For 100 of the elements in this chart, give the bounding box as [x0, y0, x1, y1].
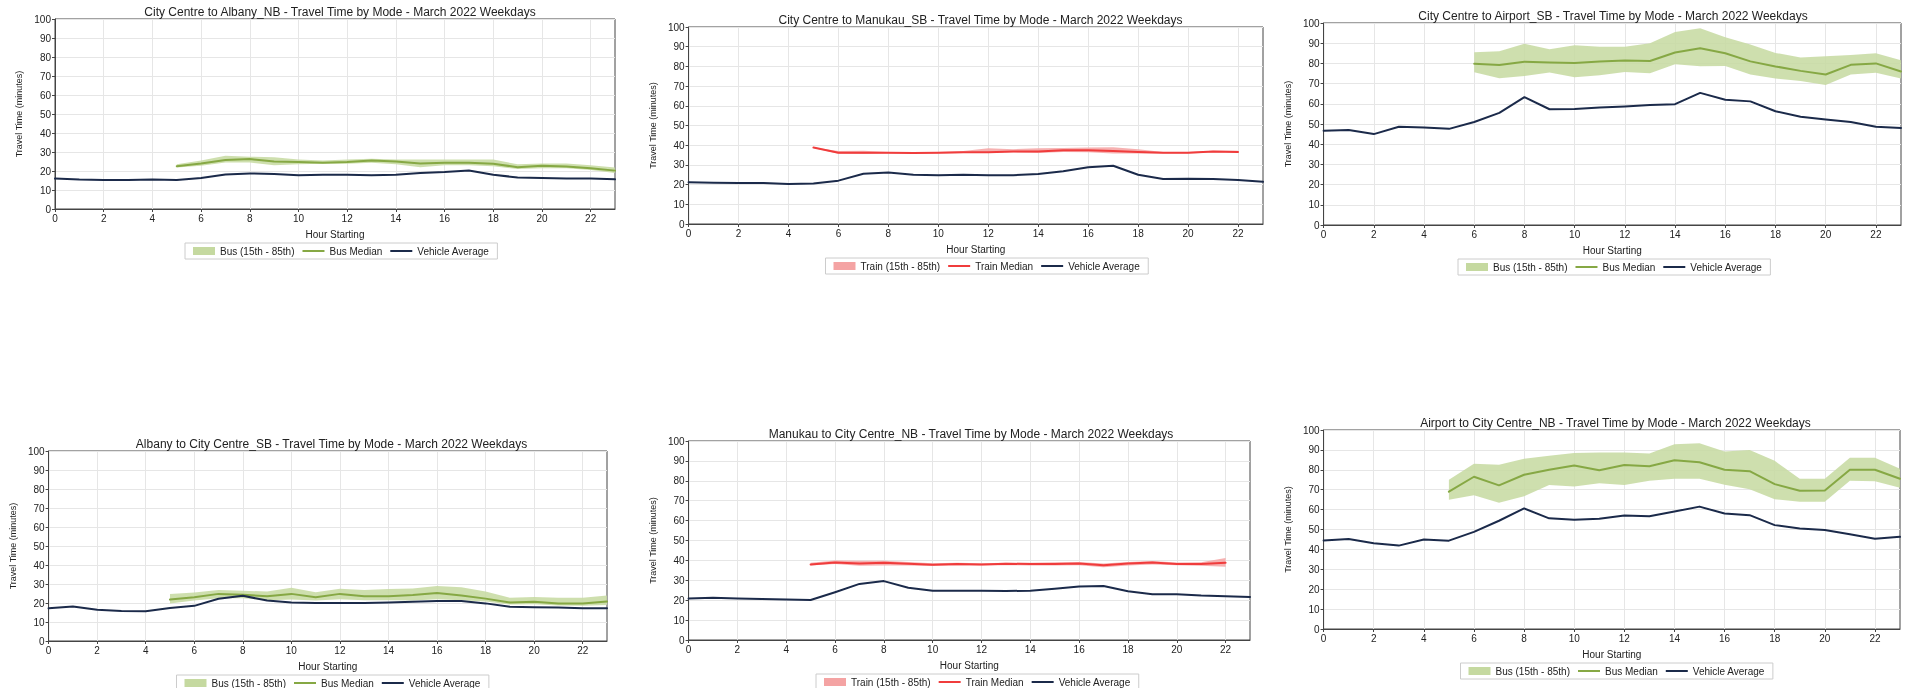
- x-tick-label: 12: [1619, 228, 1631, 240]
- x-axis-title: Hour Starting: [946, 243, 1006, 255]
- legend-label: Bus Median: [1602, 261, 1656, 273]
- y-tick-label: 90: [1308, 444, 1321, 456]
- y-tick-label: 60: [1308, 504, 1321, 516]
- y-tick-label: 70: [673, 495, 686, 507]
- x-tick-label: 2: [1370, 632, 1377, 644]
- y-tick-label: 80: [1308, 464, 1321, 476]
- x-tick-label: 2: [1371, 228, 1378, 240]
- x-tick-label: 10: [292, 212, 305, 224]
- x-tick-label: 2: [734, 643, 741, 655]
- x-tick-label: 18: [1769, 228, 1782, 240]
- y-tick-label: 20: [673, 179, 686, 191]
- x-tick-label: 22: [577, 644, 589, 656]
- x-axis-title: Hour Starting: [1582, 648, 1642, 660]
- y-tick-label: 20: [1308, 179, 1321, 191]
- y-tick-label: 10: [673, 198, 686, 210]
- y-tick-label: 30: [673, 159, 686, 171]
- x-tick-label: 12: [341, 212, 354, 224]
- y-axis-title: Travel Time (minutes): [13, 70, 24, 158]
- y-tick-label: 80: [1308, 57, 1321, 69]
- x-tick-label: 18: [487, 212, 500, 224]
- y-tick-label: 100: [667, 21, 686, 33]
- y-tick-label: 100: [1302, 17, 1321, 29]
- y-tick-label: 90: [1308, 37, 1321, 49]
- legend-label: Train Median: [975, 260, 1034, 272]
- x-tick-label: 8: [1521, 632, 1528, 644]
- x-tick-label: 18: [480, 644, 492, 656]
- y-tick-label: 0: [45, 203, 52, 215]
- chart-title: City Centre to Albany_NB - Travel Time by Mode - March 2022 Weekdays: [144, 5, 536, 19]
- y-tick-label: 100: [34, 13, 52, 25]
- y-tick-label: 100: [667, 435, 686, 447]
- x-tick-label: 20: [1819, 632, 1831, 644]
- y-tick-label: 60: [673, 100, 686, 112]
- legend-label: Vehicle Average: [1068, 260, 1141, 272]
- x-tick-label: 16: [439, 212, 451, 224]
- x-tick-label: 4: [1421, 228, 1428, 240]
- y-tick-label: 100: [1302, 424, 1321, 436]
- x-tick-label: 18: [1122, 643, 1134, 655]
- y-axis-title: Travel Time (minutes): [647, 497, 658, 584]
- y-tick-label: 10: [33, 616, 46, 628]
- x-tick-label: 16: [1719, 632, 1731, 644]
- y-tick-label: 50: [1308, 118, 1321, 130]
- y-tick-label: 50: [33, 540, 46, 552]
- legend-label: Bus Median: [1604, 665, 1658, 677]
- x-tick-label: 4: [1421, 632, 1428, 644]
- x-tick-label: 12: [1618, 632, 1631, 644]
- y-tick-label: 50: [39, 108, 52, 120]
- x-tick-label: 4: [142, 644, 149, 656]
- x-tick-label: 10: [1568, 632, 1581, 644]
- legend-label: Vehicle Average: [1690, 261, 1763, 273]
- x-tick-label: 6: [835, 227, 842, 239]
- x-tick-label: 20: [1182, 227, 1195, 239]
- x-tick-label: 20: [1171, 643, 1183, 655]
- x-tick-label: 10: [927, 643, 939, 655]
- x-tick-label: 6: [1471, 632, 1478, 644]
- y-axis-title: Travel Time (minutes): [7, 502, 18, 590]
- x-tick-label: 22: [585, 212, 597, 224]
- x-tick-label: 12: [334, 644, 346, 656]
- y-tick-label: 10: [1308, 199, 1321, 211]
- y-axis-title: Travel Time (minutes): [1282, 486, 1293, 573]
- y-tick-label: 40: [33, 559, 46, 571]
- legend-label: Train (15th - 85th): [860, 260, 941, 272]
- x-tick-label: 16: [431, 644, 444, 656]
- y-tick-label: 30: [1308, 158, 1321, 170]
- x-tick-label: 6: [198, 212, 205, 224]
- x-tick-label: 12: [975, 643, 988, 655]
- x-tick-label: 8: [885, 227, 892, 239]
- y-axis-title: Travel Time (minutes): [647, 82, 658, 169]
- y-tick-label: 40: [1308, 138, 1321, 150]
- x-tick-label: 6: [832, 643, 839, 655]
- x-tick-label: 20: [536, 212, 548, 224]
- x-tick-label: 4: [783, 643, 790, 655]
- y-tick-label: 70: [39, 70, 52, 82]
- legend-label: Vehicle Average: [1692, 665, 1765, 677]
- x-tick-label: 22: [1869, 632, 1881, 644]
- y-tick-label: 70: [1308, 78, 1321, 90]
- x-tick-label: 10: [932, 227, 945, 239]
- x-tick-label: 10: [285, 644, 298, 656]
- x-tick-label: 20: [1820, 228, 1832, 240]
- y-tick-label: 30: [39, 146, 52, 158]
- y-tick-label: 10: [1308, 603, 1321, 615]
- legend-label: Vehicle Average: [408, 677, 481, 688]
- y-tick-label: 70: [33, 502, 46, 514]
- x-tick-label: 4: [785, 227, 792, 239]
- x-tick-label: 12: [982, 227, 995, 239]
- y-tick-label: 50: [673, 535, 686, 546]
- x-tick-label: 14: [1668, 632, 1681, 644]
- y-tick-label: 30: [673, 574, 686, 586]
- legend-label: Bus (15th - 85th): [1493, 261, 1568, 273]
- x-tick-label: 14: [1669, 228, 1682, 240]
- chart-title: City Centre to Manukau_SB - Travel Time by Mode - March 2022 Weekdays: [778, 13, 1183, 27]
- y-axis-title: Travel Time (minutes): [1282, 80, 1293, 168]
- y-tick-label: 40: [673, 554, 686, 566]
- x-tick-label: 14: [1032, 227, 1045, 239]
- y-tick-label: 60: [39, 89, 52, 101]
- x-tick-label: 2: [94, 644, 101, 656]
- x-axis-title: Hour Starting: [298, 660, 358, 672]
- y-tick-label: 80: [33, 483, 46, 495]
- y-tick-label: 100: [27, 445, 46, 457]
